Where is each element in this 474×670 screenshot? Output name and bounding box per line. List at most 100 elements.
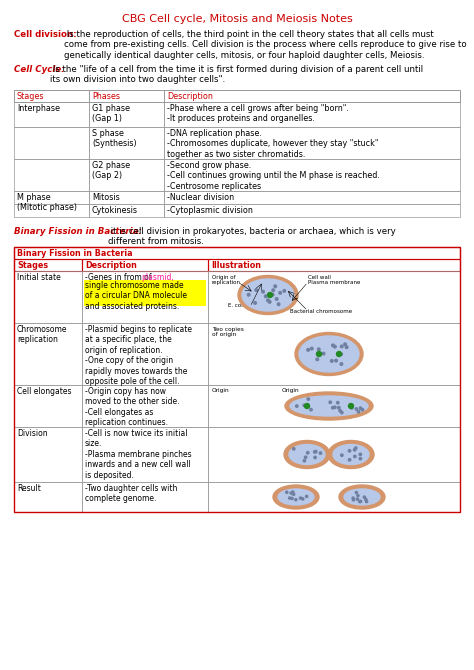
Circle shape	[357, 494, 359, 496]
Bar	[208, 385, 460, 427]
Circle shape	[354, 455, 356, 458]
Text: -Cytoplasmic division: -Cytoplasmic division	[167, 206, 253, 215]
Bar	[82, 323, 208, 385]
Text: Description: Description	[167, 92, 213, 101]
Bar	[14, 90, 460, 102]
Circle shape	[348, 450, 351, 452]
Bar	[14, 385, 82, 427]
Text: Origin: Origin	[282, 388, 300, 393]
Text: Two copies: Two copies	[212, 327, 244, 332]
Ellipse shape	[238, 275, 298, 314]
Text: Is the reproduction of cells, the third point in the cell theory states that all: Is the reproduction of cells, the third …	[64, 30, 466, 60]
Text: Cell division:: Cell division:	[14, 30, 77, 39]
Circle shape	[262, 290, 264, 293]
Text: Division: Division	[17, 429, 47, 438]
Circle shape	[279, 291, 282, 294]
Circle shape	[292, 491, 294, 493]
Circle shape	[329, 401, 331, 403]
Text: Interphase: Interphase	[17, 104, 60, 113]
Text: plasmid,: plasmid,	[141, 273, 173, 282]
Bar	[14, 90, 89, 102]
Circle shape	[315, 450, 317, 453]
Circle shape	[332, 407, 334, 409]
Bar	[208, 259, 460, 271]
Circle shape	[289, 497, 291, 499]
Bar	[164, 159, 460, 191]
Ellipse shape	[285, 392, 373, 420]
Text: Binary Fission in Bacteria: Binary Fission in Bacteria	[17, 249, 133, 258]
Circle shape	[274, 285, 276, 287]
Circle shape	[359, 453, 362, 456]
Text: G2 phase
(Gap 2): G2 phase (Gap 2)	[92, 161, 130, 180]
Circle shape	[348, 459, 351, 461]
Circle shape	[247, 293, 250, 296]
Bar	[82, 427, 208, 482]
Bar	[164, 102, 460, 127]
Text: single chromosome made
of a circular DNA molecule
and associated proteins.: single chromosome made of a circular DNA…	[85, 281, 187, 311]
Circle shape	[286, 491, 288, 493]
Bar	[84, 280, 206, 306]
Circle shape	[272, 289, 274, 291]
Text: Is the "life of a cell from the time it is first formed during division of a par: Is the "life of a cell from the time it …	[50, 65, 423, 84]
Bar	[82, 259, 208, 271]
Bar	[89, 102, 164, 127]
Circle shape	[334, 345, 336, 348]
Circle shape	[337, 407, 340, 409]
Text: Origin of: Origin of	[212, 275, 236, 280]
Ellipse shape	[273, 485, 319, 509]
Circle shape	[275, 297, 278, 300]
Text: Plasma membrane: Plasma membrane	[308, 280, 360, 285]
Text: G1 phase
(Gap 1): G1 phase (Gap 1)	[92, 104, 130, 123]
Text: M phase
(Mitotic phase): M phase (Mitotic phase)	[17, 193, 77, 212]
Circle shape	[334, 406, 336, 409]
Bar	[208, 323, 460, 385]
Text: Mitosis: Mitosis	[92, 193, 120, 202]
Circle shape	[358, 500, 361, 502]
Bar	[14, 204, 89, 217]
Bar	[89, 204, 164, 217]
Bar	[164, 90, 460, 102]
Circle shape	[301, 498, 304, 500]
Bar	[14, 247, 460, 512]
Circle shape	[290, 492, 292, 494]
Bar	[14, 159, 89, 191]
Circle shape	[307, 452, 309, 454]
Text: Stages: Stages	[17, 92, 45, 101]
Text: -Nuclear division: -Nuclear division	[167, 193, 234, 202]
Text: Cell Cycle:: Cell Cycle:	[14, 65, 65, 74]
Bar	[14, 323, 82, 385]
Circle shape	[314, 456, 316, 459]
Circle shape	[292, 448, 295, 450]
Circle shape	[300, 497, 301, 499]
Circle shape	[307, 398, 310, 400]
Circle shape	[354, 449, 356, 451]
Text: -Plasmid begins to replicate
at a specific place, the
origin of replication.
-On: -Plasmid begins to replicate at a specif…	[85, 325, 192, 386]
Circle shape	[337, 401, 339, 404]
Circle shape	[357, 411, 360, 413]
Bar	[164, 204, 460, 217]
Circle shape	[283, 289, 286, 292]
Text: replication: replication	[212, 280, 241, 285]
Text: -Two daughter cells with
complete genome.: -Two daughter cells with complete genome…	[85, 484, 177, 503]
Circle shape	[255, 289, 257, 291]
Circle shape	[267, 293, 273, 297]
Circle shape	[307, 348, 310, 351]
Text: CBG Cell cycle, Mitosis and Meiosis Notes: CBG Cell cycle, Mitosis and Meiosis Note…	[122, 14, 352, 24]
Text: -Second grow phase.
-Cell continues growing until the M phase is reached.
-Centr: -Second grow phase. -Cell continues grow…	[167, 161, 380, 191]
Circle shape	[319, 452, 322, 454]
Circle shape	[267, 299, 269, 302]
Circle shape	[355, 447, 357, 450]
Bar	[89, 90, 164, 102]
Circle shape	[332, 344, 334, 346]
Circle shape	[313, 451, 316, 453]
Circle shape	[317, 352, 321, 356]
Bar	[14, 247, 460, 259]
Circle shape	[340, 345, 343, 348]
Circle shape	[352, 497, 354, 499]
Bar	[164, 191, 460, 204]
Circle shape	[337, 352, 341, 356]
Circle shape	[359, 407, 362, 409]
Text: -Genes in from of: -Genes in from of	[85, 273, 154, 282]
Circle shape	[348, 403, 354, 409]
Ellipse shape	[289, 444, 325, 464]
